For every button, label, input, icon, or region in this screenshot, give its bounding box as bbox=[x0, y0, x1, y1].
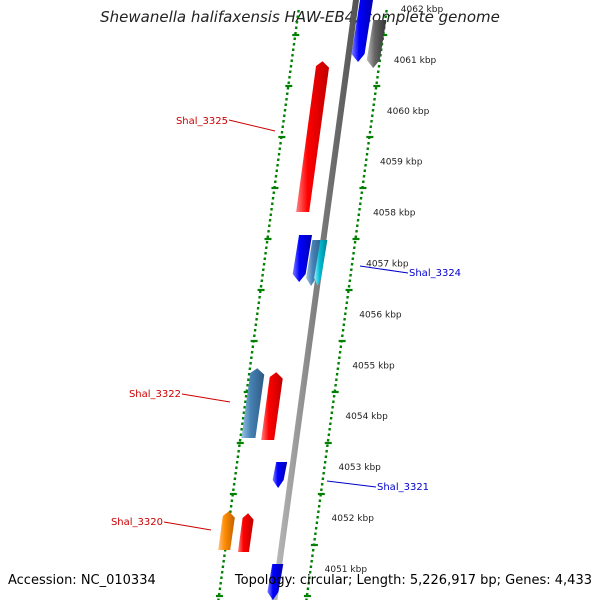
ruler-label: 4056 kbp bbox=[359, 310, 402, 320]
gene-label-leader bbox=[326, 480, 377, 488]
genome-backbone bbox=[271, 0, 359, 600]
ruler-label: 4061 kbp bbox=[394, 56, 437, 66]
ruler-label: 4057 kbp bbox=[366, 260, 409, 270]
gene-label-leader bbox=[228, 119, 276, 132]
gene-feature-reverse bbox=[351, 0, 373, 62]
gene-label: Shal_3324 bbox=[409, 268, 461, 279]
gene-label-leader bbox=[181, 393, 231, 403]
gene-feature-cyan bbox=[314, 240, 328, 286]
gene-feature-reverse bbox=[292, 235, 313, 282]
gene-feature-forward bbox=[261, 372, 283, 440]
gene-label: Shal_3320 bbox=[111, 517, 163, 528]
genome-summary-text: Topology: circular; Length: 5,226,917 bp… bbox=[234, 573, 592, 588]
gene-label-leader bbox=[359, 265, 409, 274]
gene-feature-reverse bbox=[272, 462, 288, 488]
gene-label: Shal_3322 bbox=[129, 389, 181, 400]
ruler-label: 4055 kbp bbox=[352, 361, 395, 371]
map-title: Shewanella halifaxensis HAW-EB4, complet… bbox=[100, 8, 500, 26]
ruler-label: 4058 kbp bbox=[373, 209, 416, 219]
ruler-label: 4062 kbp bbox=[401, 5, 444, 15]
ruler-label: 4054 kbp bbox=[345, 412, 388, 422]
gene-label-leader bbox=[163, 521, 212, 531]
gene-label: Shal_3325 bbox=[176, 116, 228, 127]
accession-text: Accession: NC_010334 bbox=[8, 573, 156, 588]
gene-feature-orange bbox=[218, 511, 235, 550]
gene-feature-forward bbox=[237, 513, 254, 552]
gene-feature-reverse bbox=[267, 564, 284, 600]
ruler-label: 4052 kbp bbox=[332, 514, 375, 524]
ruler-label: 4060 kbp bbox=[387, 107, 430, 117]
gene-feature-steel bbox=[241, 368, 265, 438]
gene-label: Shal_3321 bbox=[377, 482, 429, 493]
gene-feature-gray bbox=[366, 20, 387, 68]
gene-feature-steel bbox=[306, 240, 323, 286]
ruler-label: 4051 kbp bbox=[325, 565, 368, 575]
gene-feature-forward bbox=[296, 61, 330, 213]
ruler-label: 4059 kbp bbox=[380, 158, 423, 168]
ruler-label: 4053 kbp bbox=[338, 463, 381, 473]
